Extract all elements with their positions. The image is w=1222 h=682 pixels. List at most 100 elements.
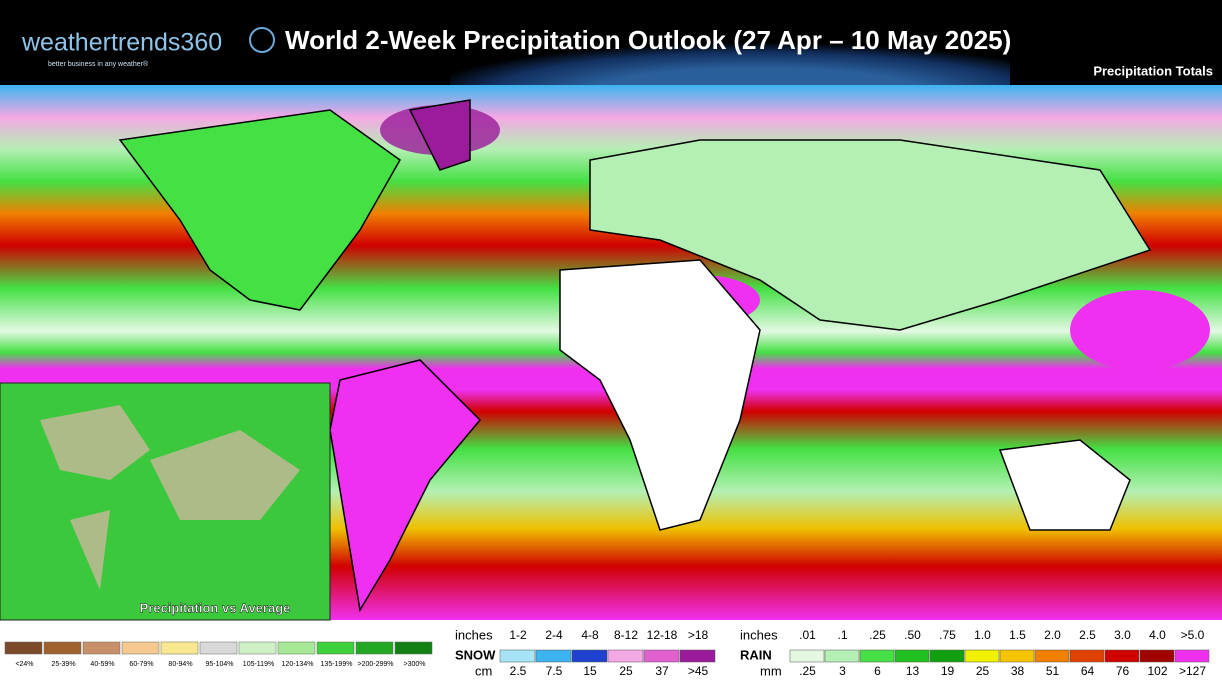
legend-swatch (160, 641, 199, 655)
legend-label: 76 (1116, 664, 1130, 677)
legend-swatch (499, 649, 536, 663)
logo-ring (249, 27, 275, 53)
legend-label: 40-59% (90, 661, 114, 668)
legend-label: >200-299% (357, 661, 393, 668)
legend-label: 4-8 (581, 628, 599, 642)
legend-swatch (43, 641, 82, 655)
unit-label: inches (740, 627, 778, 642)
legend-label: >45 (688, 664, 709, 677)
legend-name: RAIN (740, 647, 772, 662)
legend: <24% 25-39% 40-59% 60-79% 80-94% 95-104% 105-1… (4, 627, 1210, 678)
legend-label: 120-134% (282, 661, 314, 668)
legend-label: 3 (839, 664, 846, 677)
eurasia (589, 139, 1152, 331)
legend-label: 15 (583, 664, 597, 677)
legend-label: >5.0 (1181, 628, 1205, 642)
legend-swatch (999, 649, 1035, 663)
legend-label: 64 (1081, 664, 1095, 677)
legend-swatch (859, 649, 895, 663)
legend-swatch (1034, 649, 1070, 663)
legend-label: 2-4 (545, 628, 563, 642)
legend-label: .01 (799, 628, 816, 642)
unit-label: mm (760, 663, 782, 677)
map: Precipitation vs Average (0, 85, 1222, 621)
legend-label: 2.5 (1079, 628, 1096, 642)
legend-label: 1.0 (974, 628, 991, 642)
legend-swatch (1139, 649, 1175, 663)
africa (559, 259, 761, 531)
legend-label: 25-39% (51, 661, 75, 668)
legend-swatch (1104, 649, 1140, 663)
legend-label: 38 (1011, 664, 1025, 677)
legend-label: 13 (906, 664, 920, 677)
legend-swatch (607, 649, 644, 663)
legend-label: 102 (1147, 664, 1167, 677)
legend-label: .25 (869, 628, 886, 642)
legend-label: 2.5 (510, 664, 527, 677)
legend-label: 12-18 (647, 628, 678, 642)
legend-label: >18 (688, 628, 709, 642)
logo: weathertrends360 (21, 29, 222, 57)
legend-label: 80-94% (168, 661, 192, 668)
inset-dry (40, 405, 300, 590)
legend-label: 37 (655, 664, 669, 677)
north-america (118, 109, 401, 311)
inset-label: Precipitation vs Average (140, 600, 291, 615)
legend-label: 135-199% (321, 661, 353, 668)
legend-label: 4.0 (1149, 628, 1166, 642)
legend-label: .1 (837, 628, 847, 642)
legend-label: 2.0 (1044, 628, 1061, 642)
legend-label: .75 (939, 628, 956, 642)
unit-label: cm (475, 663, 492, 677)
legend-label: >127 (1179, 664, 1206, 677)
legend-label: 95-104% (205, 661, 233, 668)
legend-swatch (894, 649, 930, 663)
legend-swatch (643, 649, 680, 663)
legend-label: .25 (799, 664, 816, 677)
legend-label: <24% (15, 661, 33, 668)
legend-label: 7.5 (546, 664, 563, 677)
south-america (329, 359, 482, 613)
legend-swatch (355, 641, 394, 655)
legend-swatch (535, 649, 572, 663)
legend-swatch (571, 649, 608, 663)
legend-label: 6 (874, 664, 881, 677)
subtitle: Precipitation Totals (1093, 63, 1213, 78)
legend-label: >300% (404, 661, 426, 668)
unit-label: inches (455, 627, 493, 642)
tagline: better business in any weather® (48, 60, 149, 68)
legend-label: 105-119% (243, 661, 274, 668)
legend-swatch (121, 641, 160, 655)
legend-swatch (277, 641, 316, 655)
earth-glow (450, 0, 1010, 85)
legend-swatch (199, 641, 238, 655)
legend-swatch (929, 649, 965, 663)
legend-label: 3.0 (1114, 628, 1131, 642)
legend-swatch (789, 649, 825, 663)
legend-label: 8-12 (614, 628, 638, 642)
legend-swatch (1069, 649, 1105, 663)
legend-swatch (394, 641, 433, 655)
legend-label: 1-2 (509, 628, 527, 642)
legend-swatch (316, 641, 355, 655)
title: World 2-Week Precipitation Outlook (27 A… (285, 25, 1011, 55)
legend-swatch (964, 649, 1000, 663)
legend-name: SNOW (455, 647, 496, 662)
legend-swatch (679, 649, 716, 663)
legend-label: .50 (904, 628, 921, 642)
legend-swatch (1174, 649, 1210, 663)
legend-swatch (4, 641, 43, 655)
legend-swatch (824, 649, 860, 663)
legend-label: 51 (1046, 664, 1060, 677)
australia (998, 439, 1131, 531)
legend-swatch (82, 641, 121, 655)
legend-label: 60-79% (129, 661, 153, 668)
legend-label: 1.5 (1009, 628, 1026, 642)
greenland (408, 99, 471, 171)
legend-swatch (238, 641, 277, 655)
precip-blob (1070, 290, 1210, 370)
legend-label: 25 (976, 664, 990, 677)
legend-label: 19 (941, 664, 955, 677)
